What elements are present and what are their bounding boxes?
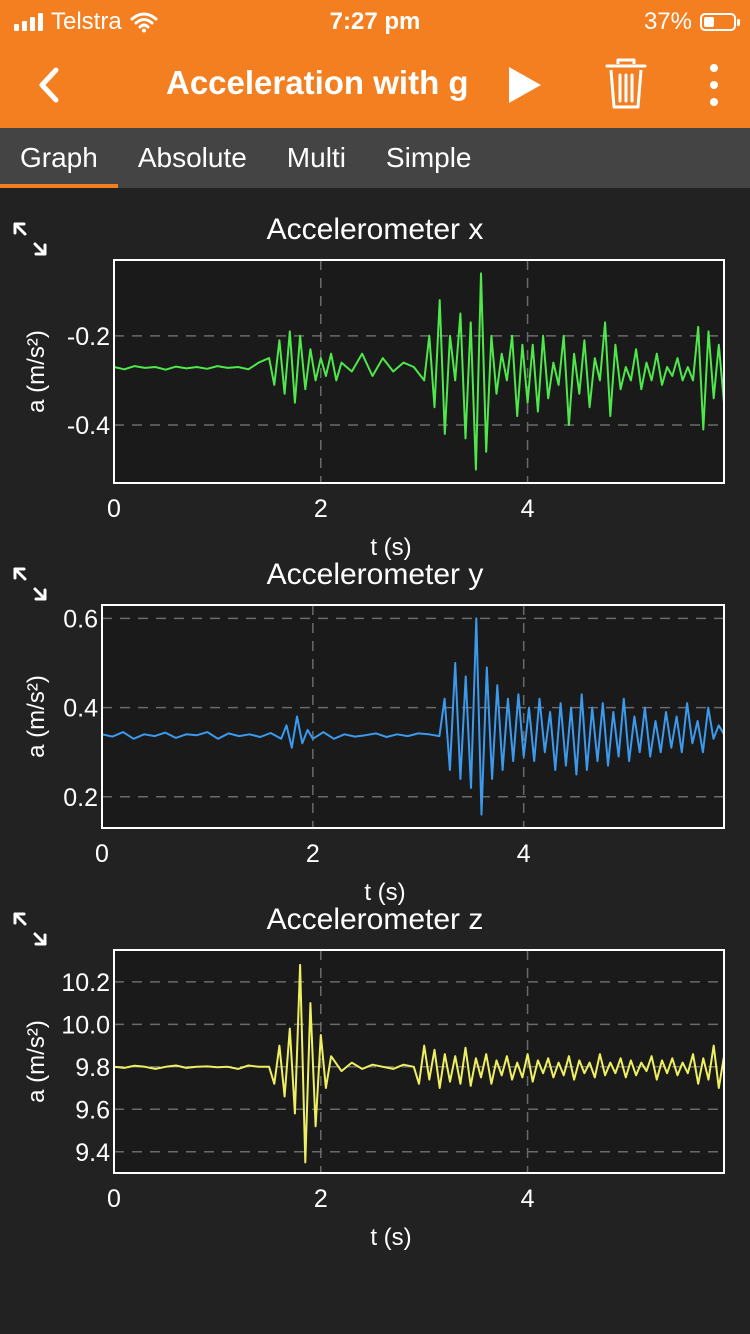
x-axis-label: t (s): [370, 1224, 411, 1251]
y-axis-label: a (m/s²): [23, 1020, 50, 1103]
x-tick-label: 2: [314, 1185, 328, 1213]
trash-icon[interactable]: [604, 58, 648, 110]
view-tabs: Graph Absolute Multi Simple: [0, 128, 750, 188]
tab-absolute[interactable]: Absolute: [137, 142, 247, 173]
x-axis-label: t (s): [364, 879, 405, 906]
y-tick-label: 9.4: [75, 1139, 110, 1167]
expand-icon[interactable]: [10, 909, 50, 949]
plot-title: Accelerometer x: [266, 213, 484, 246]
x-axis-label: t (s): [370, 534, 411, 561]
y-tick-label: 0.2: [63, 784, 98, 812]
accelerometer-y-plot[interactable]: 0.6 0.4 0.2 0 2 4 t (s) a (m/s²): [0, 595, 750, 940]
series-line: [101, 617, 725, 816]
battery-group: 37%: [643, 8, 740, 36]
carrier-name: Telstra: [51, 8, 122, 35]
battery-icon: [700, 13, 740, 31]
play-icon[interactable]: [505, 64, 545, 106]
expand-icon[interactable]: [10, 564, 50, 604]
battery-percent: 37%: [643, 8, 692, 35]
battery-level: [704, 17, 714, 27]
plot-title: Accelerometer y: [266, 558, 484, 591]
more-options-icon[interactable]: [700, 62, 728, 108]
y-tick-label: 10.0: [61, 1011, 110, 1039]
x-tick-label: 0: [107, 495, 121, 523]
experiment-title: Acceleration with g: [166, 64, 469, 101]
x-tick-label: 4: [517, 840, 531, 868]
signal-icon: [14, 13, 43, 31]
y-tick-label: -0.2: [67, 323, 110, 351]
plot-area: [114, 260, 724, 483]
plot-frame: [113, 949, 725, 1174]
carrier-group: Telstra: [14, 8, 158, 36]
series-line: [113, 272, 725, 471]
tab-multi[interactable]: Multi: [286, 142, 346, 173]
status-bar: Telstra 7:27 pm 37%: [0, 0, 750, 42]
y-tick-label: 9.8: [75, 1054, 110, 1082]
accelerometer-x-plot[interactable]: -0.2 -0.4 0 2 4 t (s) a (m/s²): [0, 250, 750, 595]
back-chevron-icon[interactable]: [30, 62, 70, 108]
x-tick-label: 4: [521, 1185, 535, 1213]
y-axis-label: a (m/s²): [23, 675, 50, 758]
accelerometer-z-plot[interactable]: 10.2 10.0 9.8 9.6 9.4 0 2 4 t (s) a (m/s²): [0, 940, 750, 1285]
app-toolbar: Acceleration with g: [0, 42, 750, 128]
plot-area: [114, 950, 724, 1173]
plot-title: Accelerometer z: [266, 903, 484, 936]
x-tick-label: 4: [521, 495, 535, 523]
tab-graph[interactable]: Graph: [0, 128, 118, 188]
status-time: 7:27 pm: [329, 8, 421, 35]
x-tick-label: 2: [306, 840, 320, 868]
plot-frame: [113, 259, 725, 484]
x-tick-label: 2: [314, 495, 328, 523]
x-tick-label: 0: [107, 1185, 121, 1213]
plot-frame: [101, 604, 725, 829]
y-tick-label: 10.2: [61, 969, 110, 997]
y-tick-label: 0.4: [63, 695, 98, 723]
y-tick-label: 0.6: [63, 605, 98, 633]
plot-area: [102, 605, 724, 828]
x-tick-label: 0: [95, 840, 109, 868]
y-tick-label: -0.4: [67, 412, 110, 440]
y-tick-label: 9.6: [75, 1096, 110, 1124]
expand-icon[interactable]: [10, 219, 50, 259]
tab-simple[interactable]: Simple: [385, 142, 472, 173]
y-axis-label: a (m/s²): [23, 330, 50, 413]
wifi-icon: [130, 12, 158, 33]
series-line: [113, 963, 725, 1164]
